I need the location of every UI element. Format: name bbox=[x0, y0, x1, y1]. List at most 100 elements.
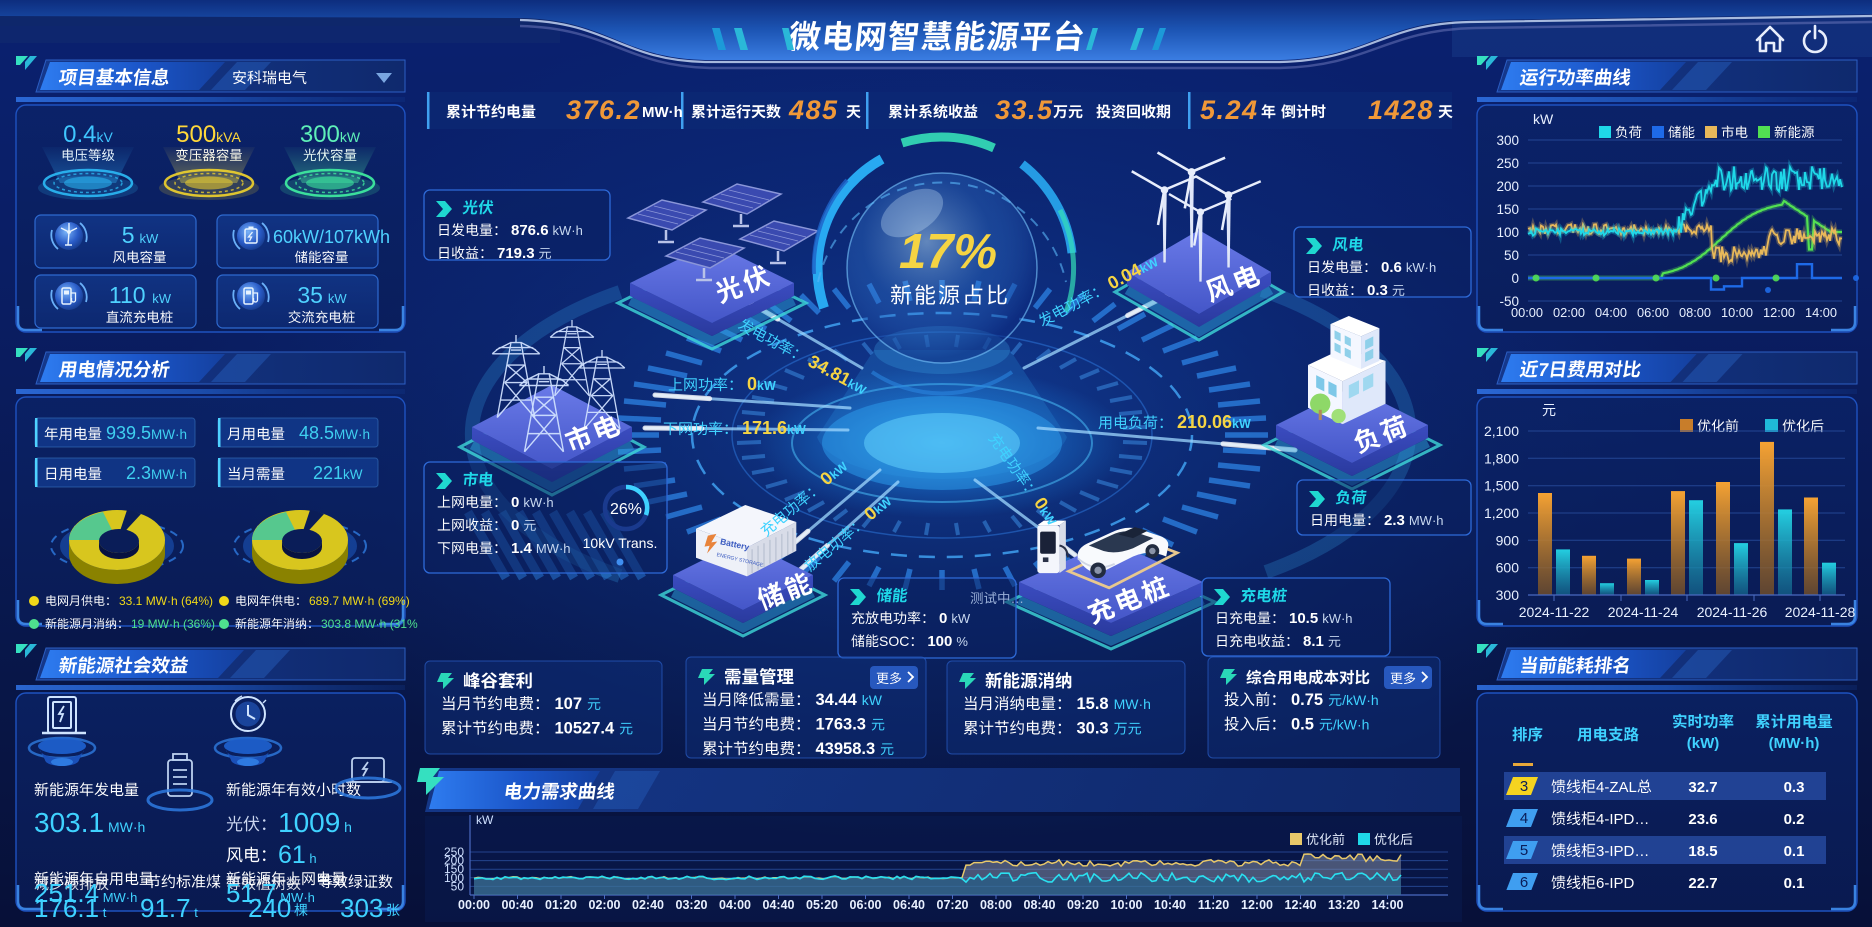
svg-text:MW·h: MW·h bbox=[334, 427, 370, 442]
svg-text:0.75: 0.75 bbox=[1291, 691, 1323, 709]
svg-text:0.6: 0.6 bbox=[1381, 259, 1402, 276]
svg-text:10kV Trans.: 10kV Trans. bbox=[583, 535, 658, 551]
svg-text:0: 0 bbox=[1511, 271, 1519, 286]
svg-text:09:20: 09:20 bbox=[1067, 898, 1099, 912]
svg-text:11:20: 11:20 bbox=[1198, 898, 1229, 912]
svg-text:6-IPD: 6-IPD bbox=[1596, 875, 1635, 892]
svg-text:61 h: 61 h bbox=[278, 841, 317, 869]
svg-text:12:00: 12:00 bbox=[1763, 305, 1795, 320]
svg-text:kW·h: kW·h bbox=[1406, 260, 1436, 275]
svg-text:10.5: 10.5 bbox=[1289, 610, 1318, 627]
svg-text:02:00: 02:00 bbox=[589, 898, 621, 912]
svg-text:150: 150 bbox=[1496, 202, 1519, 217]
svg-text:500: 500 bbox=[176, 121, 216, 148]
svg-text:176.1 t: 176.1 t bbox=[34, 893, 107, 923]
svg-text:0: 0 bbox=[511, 494, 519, 511]
svg-text:04:00: 04:00 bbox=[719, 898, 751, 912]
svg-text:689.7 MW·h (69%): 689.7 MW·h (69%) bbox=[309, 594, 410, 608]
svg-text:07:20: 07:20 bbox=[937, 898, 969, 912]
svg-text:200: 200 bbox=[444, 854, 464, 868]
svg-text:02:40: 02:40 bbox=[632, 898, 664, 912]
svg-text:3: 3 bbox=[1520, 778, 1528, 795]
svg-text:2024-11-24: 2024-11-24 bbox=[1608, 604, 1679, 620]
svg-text:1,500: 1,500 bbox=[1484, 478, 1519, 494]
svg-text:2.3: 2.3 bbox=[126, 463, 151, 483]
svg-text:0.3: 0.3 bbox=[1367, 282, 1388, 299]
svg-text:939.5: 939.5 bbox=[106, 423, 151, 443]
svg-text:kW: kW bbox=[862, 692, 883, 708]
svg-text:23.6: 23.6 bbox=[1688, 811, 1717, 828]
svg-text:51.7 MW·h: 51.7 MW·h bbox=[226, 878, 315, 908]
svg-text:60kW/107kWh: 60kW/107kWh bbox=[273, 227, 390, 247]
svg-text:10:40: 10:40 bbox=[1154, 898, 1186, 912]
svg-text:300: 300 bbox=[1496, 133, 1519, 148]
svg-text:/kW·h: /kW·h bbox=[1333, 717, 1370, 733]
svg-text:150: 150 bbox=[444, 862, 464, 876]
svg-text:240: 240 bbox=[248, 893, 291, 923]
svg-text:kW·h: kW·h bbox=[553, 223, 583, 238]
svg-text:0.4: 0.4 bbox=[63, 121, 96, 148]
svg-text:05:20: 05:20 bbox=[806, 898, 838, 912]
svg-text:7: 7 bbox=[1537, 359, 1550, 380]
svg-text:kW·h: kW·h bbox=[1322, 611, 1352, 626]
svg-text:00:40: 00:40 bbox=[502, 898, 534, 912]
svg-text:32.7: 32.7 bbox=[1688, 779, 1717, 796]
svg-text:MW·h: MW·h bbox=[536, 541, 571, 556]
svg-text:04:40: 04:40 bbox=[763, 898, 795, 912]
svg-text:MW·h: MW·h bbox=[151, 467, 187, 482]
svg-text:719.3: 719.3 bbox=[497, 245, 535, 262]
svg-text:30.3: 30.3 bbox=[1077, 720, 1109, 738]
svg-text:kW: kW bbox=[476, 813, 494, 827]
svg-text:303.8 MW·h (31%: 303.8 MW·h (31% bbox=[321, 617, 418, 631]
svg-text:1428: 1428 bbox=[1368, 95, 1434, 125]
svg-text:17%: 17% bbox=[899, 225, 997, 279]
svg-text:2,100: 2,100 bbox=[1484, 423, 1519, 439]
svg-text:100: 100 bbox=[927, 633, 952, 650]
svg-text:600: 600 bbox=[1496, 560, 1520, 576]
svg-text:00:00: 00:00 bbox=[458, 898, 490, 912]
svg-text:22.7: 22.7 bbox=[1688, 875, 1717, 892]
svg-text:MW·h: MW·h bbox=[1409, 513, 1444, 528]
svg-text:kW: kW bbox=[1533, 111, 1554, 127]
svg-text:kW·h: kW·h bbox=[523, 495, 553, 510]
svg-text:13:20: 13:20 bbox=[1328, 898, 1360, 912]
svg-text:06:00: 06:00 bbox=[1637, 305, 1669, 320]
svg-text:06:00: 06:00 bbox=[850, 898, 882, 912]
svg-text:kW: kW bbox=[343, 467, 363, 482]
svg-text:171.6: 171.6 bbox=[742, 418, 787, 438]
svg-text:00:00: 00:00 bbox=[1511, 305, 1543, 320]
svg-text:6: 6 bbox=[1520, 874, 1528, 891]
svg-text:107: 107 bbox=[555, 695, 583, 713]
svg-text:5: 5 bbox=[122, 222, 135, 248]
svg-text:2.3: 2.3 bbox=[1384, 512, 1405, 529]
svg-text:08:00: 08:00 bbox=[980, 898, 1012, 912]
svg-text:SOC: SOC bbox=[879, 633, 909, 649]
svg-text:MW·h: MW·h bbox=[1114, 696, 1151, 712]
svg-text:4-IPD…: 4-IPD… bbox=[1596, 811, 1649, 828]
svg-text:26%: 26% bbox=[610, 501, 642, 518]
svg-text:2024-11-28: 2024-11-28 bbox=[1785, 604, 1856, 620]
svg-text:1,800: 1,800 bbox=[1484, 450, 1519, 466]
svg-text:kW: kW bbox=[152, 291, 172, 306]
svg-text:元: 元 bbox=[1542, 402, 1556, 418]
svg-text:kW: kW bbox=[787, 423, 806, 437]
svg-text:2024-11-26: 2024-11-26 bbox=[1697, 604, 1768, 620]
svg-text:08:40: 08:40 bbox=[1024, 898, 1056, 912]
svg-text:0: 0 bbox=[747, 374, 757, 394]
svg-text:0.2: 0.2 bbox=[1784, 811, 1805, 828]
svg-text:1763.3: 1763.3 bbox=[816, 716, 866, 734]
svg-text:kW: kW bbox=[951, 611, 971, 626]
svg-text:300: 300 bbox=[1496, 587, 1520, 603]
svg-text:10:00: 10:00 bbox=[1111, 898, 1143, 912]
svg-text:100: 100 bbox=[1496, 225, 1519, 240]
svg-text:50: 50 bbox=[451, 879, 465, 893]
svg-text:19 MW·h (36%): 19 MW·h (36%) bbox=[131, 617, 215, 631]
svg-text:kW: kW bbox=[340, 129, 361, 145]
svg-text:5.24: 5.24 bbox=[1200, 95, 1259, 125]
svg-text:10527.4: 10527.4 bbox=[555, 720, 615, 738]
svg-text:250: 250 bbox=[1496, 156, 1519, 171]
svg-text:01:20: 01:20 bbox=[545, 898, 577, 912]
svg-text:kW: kW bbox=[757, 379, 776, 393]
svg-text:14:00: 14:00 bbox=[1805, 305, 1837, 320]
svg-text:485: 485 bbox=[788, 95, 839, 125]
